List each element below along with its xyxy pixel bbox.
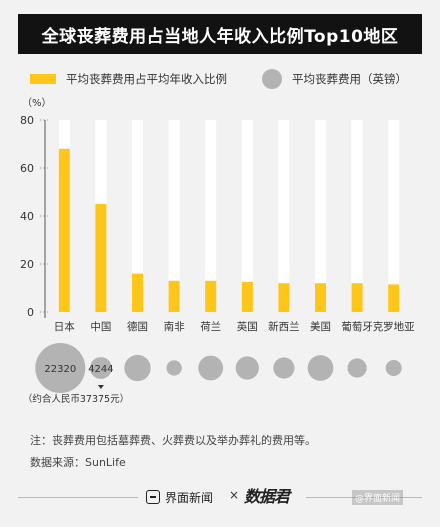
bubble-annotation: （约合人民币37375元） [23,393,129,405]
y-tick-label: 20 [20,258,34,271]
annotation-pointer [97,385,104,389]
x-tick-label: 英国 [237,320,258,333]
bar [278,283,290,312]
bar [205,280,217,312]
legend-bar-label: 平均丧葬费用占平均年收入比例 [66,72,227,86]
legend: 平均丧葬费用占平均年收入比例 平均丧葬费用（英镑） [0,66,440,92]
y-tick-label: 40 [20,210,34,223]
bubble [273,357,295,379]
bar-track [388,120,400,312]
x-tick-label: 德国 [127,320,148,333]
x-tick-label: 中国 [90,320,111,333]
bubble [347,358,367,378]
y-tick-label: 80 [20,114,34,127]
bar-track [205,120,217,312]
bar-track [241,120,253,312]
bar [315,283,326,312]
bubble [89,357,112,379]
x-tick-label: 南非 [164,320,185,333]
y-axis-label: （%） [22,97,52,109]
bar-track [168,120,180,312]
data-logo: 数据君 [244,487,290,506]
x-tick-label: 葡萄牙 [341,320,373,333]
brand-icon [146,490,160,504]
legend-item-bar: 平均丧葬费用占平均年收入比例 [30,66,227,92]
data-source: 数据来源：SunLife [30,456,126,469]
bubble [385,359,402,377]
legend-bar-swatch [30,74,56,84]
x-tick-label: 美国 [310,320,331,333]
legend-bubble-label: 平均丧葬费用（英镑） [292,72,407,86]
footer-divider-right [306,497,422,498]
x-tick-label: 新西兰 [268,320,300,333]
bar-track [351,120,363,312]
bar-track [278,120,290,312]
bar-track [315,120,326,312]
bubble [307,355,334,381]
brand-logo: 界面新闻 [146,488,213,506]
bar [241,282,253,312]
bar-track [132,120,143,312]
y-tick-label: 60 [20,162,34,175]
bar [351,283,363,312]
legend-item-bubble: 平均丧葬费用（英镑） [262,66,407,92]
bar [168,280,180,312]
y-tick-label: 0 [27,306,34,319]
bar-chart: （%） 0 20 40 60 80 日本 中国 德国 南非 荷兰 英国 新西兰 美国 葡萄牙 克罗地亚 2232… [20,97,415,405]
bar [388,284,400,312]
watermark: @界面新闻 [352,490,404,505]
x-tick-label: 克罗地亚 [373,320,415,333]
bubble [166,360,182,376]
x-tick-label: 荷兰 [200,320,221,333]
brand-name: 界面新闻 [165,490,214,505]
footer: 界面新闻 × 数据君 @界面新闻 [0,482,440,512]
bubble [235,356,259,380]
footer-divider-left [18,497,138,498]
x-tick-label: 日本 [54,320,75,333]
bar [95,204,107,312]
bubble [198,355,224,381]
chart-note: 注：丧葬费用包括墓葬费、火葬费以及举办葬礼的费用等。 [30,434,316,447]
bubble [124,354,151,382]
bubble [35,343,86,393]
times-sign: × [229,488,240,502]
bar [132,273,143,312]
bar [58,148,70,312]
bubble-value-label: 4244 [88,364,113,375]
chart-title: 全球丧葬费用占当地人年收入比例Top10地区 [18,14,422,54]
legend-bubble-swatch [262,69,282,89]
bubble-value-label: 22320 [44,364,76,375]
